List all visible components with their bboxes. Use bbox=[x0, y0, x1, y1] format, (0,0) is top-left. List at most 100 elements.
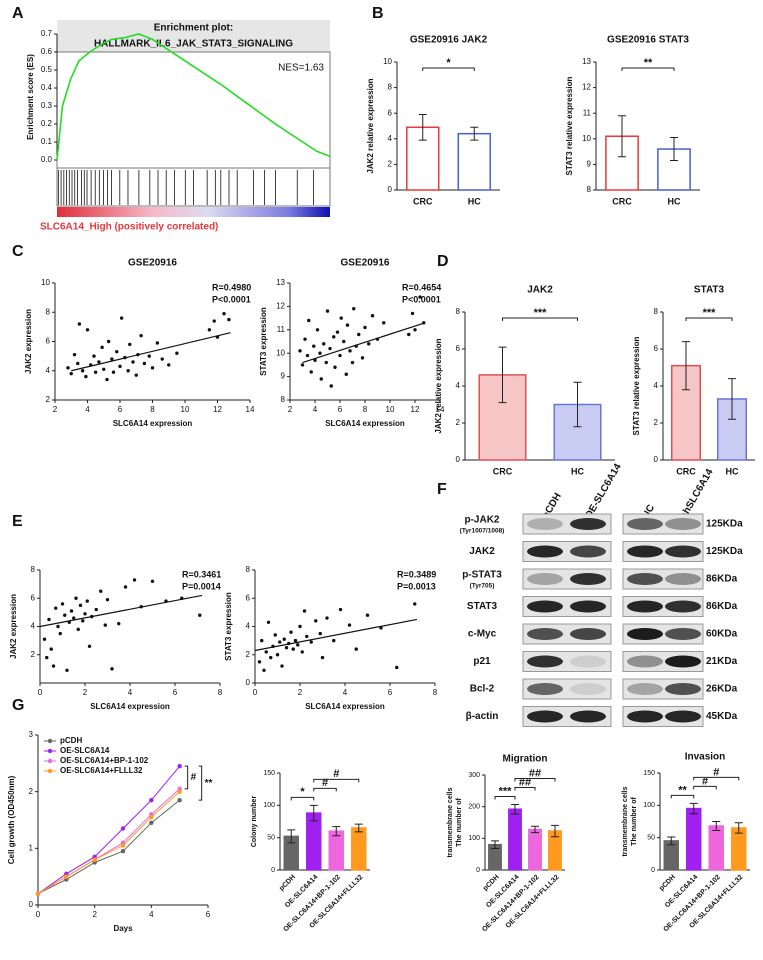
chart-title: GSE20916 bbox=[128, 258, 177, 269]
y-axis-label: transmembrane cells bbox=[447, 787, 454, 857]
legend-label: OE-SLC6A14+BP-1-102 bbox=[60, 756, 149, 765]
x-tick-label: 0 bbox=[36, 910, 41, 919]
blot-band bbox=[665, 655, 701, 668]
point bbox=[315, 328, 320, 332]
blot-band bbox=[527, 573, 563, 585]
x-tick-label: CRC bbox=[676, 466, 696, 476]
y-tick-label: 8 bbox=[281, 395, 286, 404]
point bbox=[85, 328, 90, 332]
series-line bbox=[37, 788, 181, 895]
point bbox=[105, 597, 110, 602]
point bbox=[319, 377, 323, 381]
y-tick-label: 0.0 bbox=[41, 155, 53, 164]
point bbox=[275, 653, 280, 657]
y-tick-label: 10 bbox=[41, 278, 50, 287]
point bbox=[80, 369, 85, 373]
x-tick-label: 2 bbox=[83, 688, 88, 697]
y-axis-label: Enrichment score (ES) bbox=[26, 54, 35, 140]
y-tick-label: 11 bbox=[583, 108, 592, 117]
point bbox=[302, 609, 307, 613]
blot-band bbox=[627, 600, 663, 613]
blot-band bbox=[527, 710, 563, 723]
point bbox=[131, 360, 135, 364]
y-tick-label: 6 bbox=[456, 344, 461, 353]
x-tick-label: HC bbox=[468, 196, 481, 206]
point bbox=[128, 342, 132, 347]
point bbox=[303, 337, 307, 341]
point bbox=[325, 309, 330, 313]
chart-title: GSE20916 STAT3 bbox=[607, 35, 689, 46]
point bbox=[339, 316, 343, 320]
blot-band bbox=[527, 600, 563, 613]
x-tick-label: 2 bbox=[288, 405, 293, 414]
point bbox=[318, 351, 322, 355]
point bbox=[69, 371, 73, 376]
y-axis-label: JAK2 relative expression bbox=[366, 78, 375, 173]
point bbox=[325, 616, 329, 620]
y-tick-label: 100 bbox=[468, 835, 480, 842]
stat-label: P=0.0014 bbox=[182, 581, 221, 591]
blot-band bbox=[527, 518, 563, 530]
blot-band bbox=[527, 683, 563, 695]
x-tick-label: 12 bbox=[213, 405, 222, 414]
blot-band bbox=[527, 628, 563, 640]
size-label: 45KDa bbox=[706, 711, 738, 722]
point bbox=[93, 370, 98, 374]
series-marker bbox=[149, 814, 154, 820]
y-tick-label: 0 bbox=[456, 455, 461, 464]
y-axis-label: The number of bbox=[456, 798, 463, 847]
point bbox=[94, 607, 98, 612]
point bbox=[328, 346, 332, 351]
y-tick-label: 12 bbox=[582, 83, 591, 92]
point bbox=[338, 607, 343, 612]
blot-band bbox=[627, 573, 663, 585]
series-marker bbox=[177, 789, 182, 794]
x-axis-label: SLC6A14 expression bbox=[90, 702, 170, 711]
x-tick-label: pCDH bbox=[278, 874, 297, 893]
point bbox=[167, 363, 171, 367]
point bbox=[367, 342, 371, 346]
y-axis-label: transmembrane cells bbox=[622, 786, 629, 856]
y-tick-label: 8 bbox=[456, 307, 461, 316]
blot-band bbox=[570, 545, 606, 558]
point bbox=[160, 357, 164, 361]
point bbox=[269, 655, 273, 660]
point bbox=[314, 619, 318, 623]
point bbox=[63, 613, 67, 617]
stat-label: R=0.4654 bbox=[402, 282, 441, 292]
error-bar bbox=[498, 346, 507, 404]
series-marker bbox=[149, 820, 154, 826]
blot-band bbox=[665, 683, 701, 695]
x-tick-label: 14 bbox=[246, 405, 255, 414]
x-tick-label: 8 bbox=[150, 405, 155, 414]
y-tick-label: 2 bbox=[31, 650, 36, 659]
y-tick-label: 0.4 bbox=[41, 83, 53, 92]
y-axis-label: JAK2 expression bbox=[24, 309, 33, 374]
y-tick-label: 2 bbox=[29, 787, 34, 796]
point bbox=[357, 332, 361, 337]
y-tick-label: 4 bbox=[31, 622, 36, 631]
point bbox=[320, 655, 325, 660]
point bbox=[309, 370, 313, 374]
point bbox=[293, 638, 298, 643]
series-marker bbox=[92, 857, 97, 862]
significance-bracket bbox=[422, 67, 475, 71]
significance-bracket bbox=[313, 787, 337, 792]
series-marker bbox=[120, 848, 126, 854]
point bbox=[110, 357, 114, 361]
size-label: 60KDa bbox=[706, 629, 738, 640]
x-tick-label: 4 bbox=[313, 405, 318, 414]
point bbox=[102, 367, 106, 371]
bar bbox=[508, 808, 522, 871]
legend-label: pCDH bbox=[60, 736, 82, 745]
footer-label: SLC6A14_High (positively correlated) bbox=[40, 222, 218, 233]
blot-band bbox=[570, 655, 606, 668]
error-bar bbox=[573, 381, 582, 428]
point bbox=[103, 623, 107, 627]
significance-label: # bbox=[191, 772, 197, 783]
point bbox=[307, 318, 311, 323]
y-tick-label: 11 bbox=[277, 325, 286, 334]
x-axis-label: Days bbox=[113, 924, 133, 933]
point bbox=[305, 634, 309, 639]
significance-label: *** bbox=[703, 307, 717, 319]
